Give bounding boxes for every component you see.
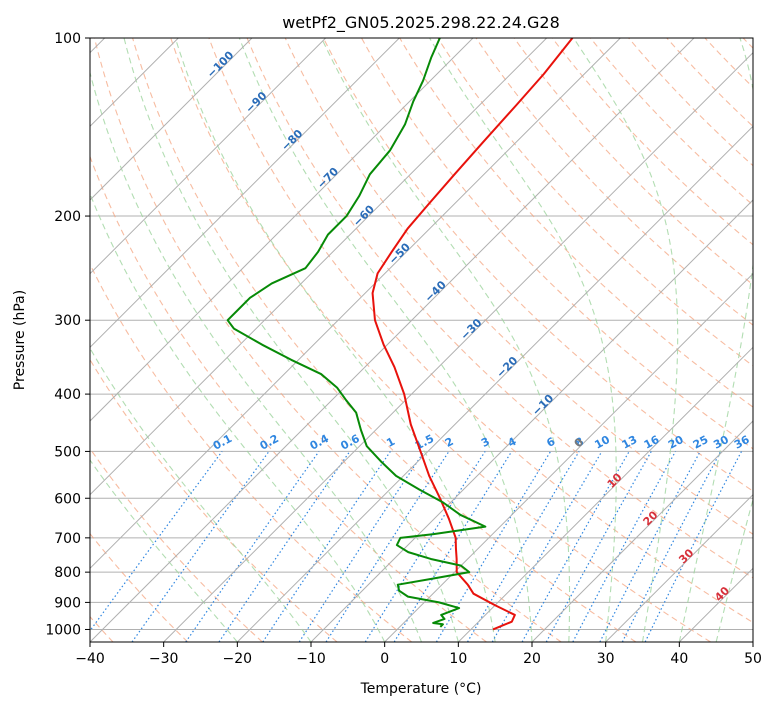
y-tick-label: 200	[54, 209, 81, 225]
moist-adiabat	[90, 70, 423, 642]
isotherm	[90, 38, 400, 349]
mixing-ratio-label: 20	[666, 433, 686, 452]
mixing-ratio-line	[644, 451, 743, 642]
moist-adiabat	[238, 38, 533, 642]
mixing-ratio-line	[621, 451, 722, 642]
dry-adiabat	[475, 38, 753, 326]
y-axis: 100 200 300 400 500 600 700 800 900 1000	[45, 31, 90, 638]
plot-frame	[89, 37, 754, 643]
mixing-ratio-line	[90, 451, 223, 632]
isotherm	[90, 38, 695, 642]
moist-adiabat	[123, 38, 459, 642]
pressure-gridlines	[90, 38, 753, 630]
isotherm	[531, 420, 753, 642]
mixing-ratio-line	[298, 451, 425, 642]
isotherm	[90, 38, 253, 201]
dry-adiabat	[90, 263, 413, 642]
x-tick-label: 50	[744, 651, 762, 667]
mixing-ratio-label: 13	[620, 433, 640, 452]
x-axis: −40 −30 −20 −10 0 10 20 30 40 50	[75, 642, 762, 667]
y-tick-label: 1000	[45, 622, 81, 638]
x-axis-title: Temperature (°C)	[360, 681, 482, 697]
y-tick-label: 900	[54, 595, 81, 611]
dry-adiabat	[93, 38, 562, 642]
y-tick-label: 800	[54, 565, 81, 581]
mixing-ratio-label: 36	[732, 433, 752, 452]
y-tick-label: 600	[54, 491, 81, 507]
moist-adiabat	[678, 38, 753, 642]
y-tick-label: 400	[54, 387, 81, 403]
mixing-ratio-line	[521, 451, 630, 642]
isotherm	[90, 38, 474, 422]
moist-adiabat	[320, 38, 571, 642]
plot-area	[90, 38, 753, 642]
dry-adiabats	[90, 38, 753, 642]
x-tick-label: −40	[75, 651, 105, 667]
moist-adiabat	[573, 38, 679, 642]
y-tick-label: 700	[54, 531, 81, 547]
dry-adiabat	[246, 38, 753, 579]
isotherm	[90, 38, 548, 496]
dry-adiabat	[628, 38, 753, 167]
mixing-ratio-line	[545, 451, 652, 642]
y-tick-label: 500	[54, 444, 81, 460]
x-tick-label: −20	[223, 651, 253, 667]
dry-adiabat	[208, 38, 753, 624]
isotherm	[384, 272, 753, 642]
plot-layers: 0.1 0.2 0.4 0.6 1 1.5 2 3 4 6 8 10 13 16 20 25 30 36−100−…	[90, 38, 753, 642]
x-tick-label: −10	[296, 651, 326, 667]
dry-adiabat	[590, 38, 753, 206]
x-tick-label: −30	[149, 651, 179, 667]
isotherm	[90, 38, 327, 275]
mixing-ratio-label: 25	[691, 433, 711, 452]
mixing-ratio-line	[218, 451, 351, 642]
mixing-ratio-line	[262, 451, 391, 642]
y-tick-label: 100	[54, 31, 81, 47]
mixing-ratio-line	[393, 451, 513, 642]
x-tick-label: 10	[449, 651, 467, 667]
mixing-ratio-line	[185, 451, 320, 642]
dry-adiabat	[90, 447, 263, 642]
isotherm	[310, 199, 753, 642]
isotherms	[90, 38, 753, 642]
x-tick-label: 40	[670, 651, 688, 667]
isotherm	[163, 51, 753, 642]
mixing-ratio-label: 30	[711, 433, 731, 452]
moist-adiabat	[90, 192, 386, 642]
dry-adiabat	[170, 38, 711, 642]
x-tick-label: 20	[523, 651, 541, 667]
temperature-line	[371, 38, 574, 631]
dry-adiabat	[513, 38, 753, 286]
sounding-series	[226, 38, 574, 631]
y-tick-label: 300	[54, 313, 81, 329]
dry-adiabat	[322, 38, 753, 492]
mixing-ratio-label: 10	[592, 433, 612, 452]
isotherm	[605, 493, 753, 642]
mixing-ratio-line	[572, 451, 677, 642]
isotherm	[90, 38, 621, 570]
y-axis-title: Pressure (hPa)	[12, 290, 28, 390]
isotherm	[236, 125, 753, 642]
x-tick-label: 30	[597, 651, 615, 667]
mixing-ratio-label: 16	[642, 433, 662, 452]
mixing-ratio-line	[325, 451, 450, 642]
isotherm	[457, 346, 753, 642]
x-tick-label: 0	[380, 651, 389, 667]
moist-adiabat	[429, 38, 617, 642]
dry-adiabat	[399, 38, 753, 408]
dry-adiabat	[132, 38, 637, 642]
chart-title: wetPf2_GN05.2025.298.22.24.G28	[282, 13, 560, 33]
dewpoint-line	[226, 38, 487, 628]
mixing-ratio-lines	[90, 451, 743, 642]
moist-adiabat	[90, 459, 238, 642]
moist-adiabat	[715, 497, 753, 642]
